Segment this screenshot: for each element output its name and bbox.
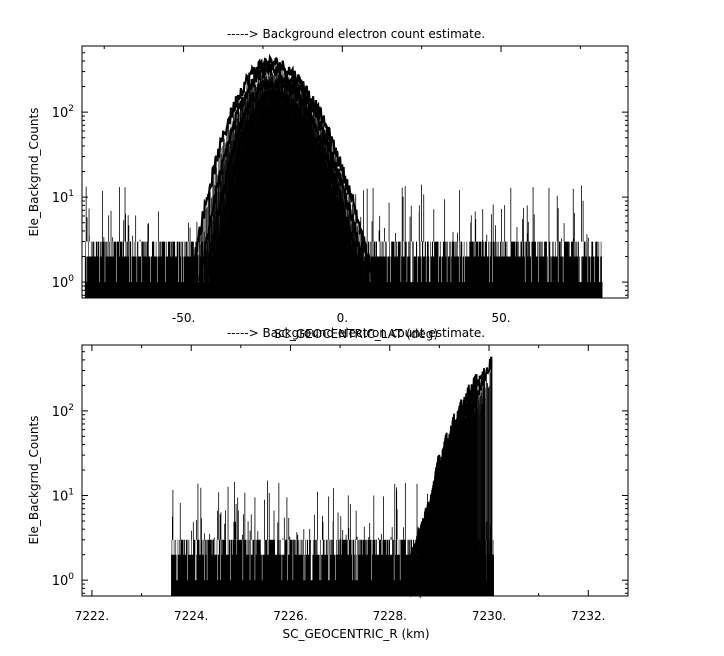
- plot1-data-traces: [84, 53, 603, 298]
- plot1-arc-trace: [211, 88, 360, 284]
- plot1-x-tick-label: -50.: [172, 311, 195, 325]
- plot2-x-tick-label: 7228.: [373, 609, 407, 623]
- plot1-x-tick-label: 0.: [337, 311, 348, 325]
- plot1-y-axis-ticks: 100 101 102: [52, 45, 628, 296]
- plot1-arc-trace: [230, 135, 341, 284]
- plot1-arc-fill: [249, 187, 314, 298]
- plot2-x-tick-label: 7230.: [472, 609, 506, 623]
- plot2-curve-fill: [419, 456, 440, 598]
- plot2-y-tick-label: 100: [52, 572, 75, 589]
- plot1-arc-trace: [249, 182, 315, 284]
- plot2-x-axis-ticks: 7222. 7224. 7226. 7228. 7230. 7232.: [75, 345, 605, 623]
- plot1-arc-trace: [204, 74, 363, 283]
- plot1-xlabel: SC_GEOCENTRIC_LAT (deg): [274, 327, 438, 341]
- plot1-arc-trace: [236, 148, 334, 283]
- plot2-curve-trace: [418, 454, 441, 596]
- plot2-xlabel: SC_GEOCENTRIC_R (km): [283, 627, 430, 641]
- plot1-ylabel: Ele_Backgrnd_Counts: [27, 108, 41, 237]
- plot2-x-tick-label: 7222.: [75, 609, 109, 623]
- plot1-title: -----> Background electron count estimat…: [227, 27, 485, 41]
- plot1-x-axis-ticks: -50. 0. 50.: [103, 46, 581, 325]
- plot2-y-tick-label: 102: [52, 403, 74, 420]
- plot2-x-tick-label: 7226.: [273, 609, 307, 623]
- plot1-x-tick-label: 50.: [491, 311, 510, 325]
- plot1-y-tick-label: 102: [52, 104, 74, 121]
- plot2-ylabel: Ele_Backgrnd_Counts: [27, 416, 41, 545]
- plot2-y-tick-label: 101: [52, 488, 74, 505]
- plot1-arc-trace: [217, 103, 353, 286]
- plot1-arc-trace: [223, 115, 347, 283]
- plot2-x-tick-label: 7224.: [174, 609, 208, 623]
- plot1-arc-trace: [188, 53, 376, 283]
- plot2-frame: [81, 344, 629, 597]
- plot1-y-tick-label: 101: [52, 189, 74, 206]
- plot2-title: -----> Background electron count estimat…: [227, 326, 485, 340]
- plot2-y-axis-ticks: 100 101 102: [52, 344, 628, 594]
- plot2-data-traces: [171, 356, 494, 599]
- plot1-arc-trace: [242, 164, 325, 284]
- plot-latitude: -----> Background electron count estimat…: [27, 27, 629, 341]
- plot1-y-tick-label: 100: [52, 274, 75, 291]
- plot-radius: -----> Background electron count estimat…: [27, 326, 629, 641]
- plot2-x-tick-label: 7232.: [571, 609, 605, 623]
